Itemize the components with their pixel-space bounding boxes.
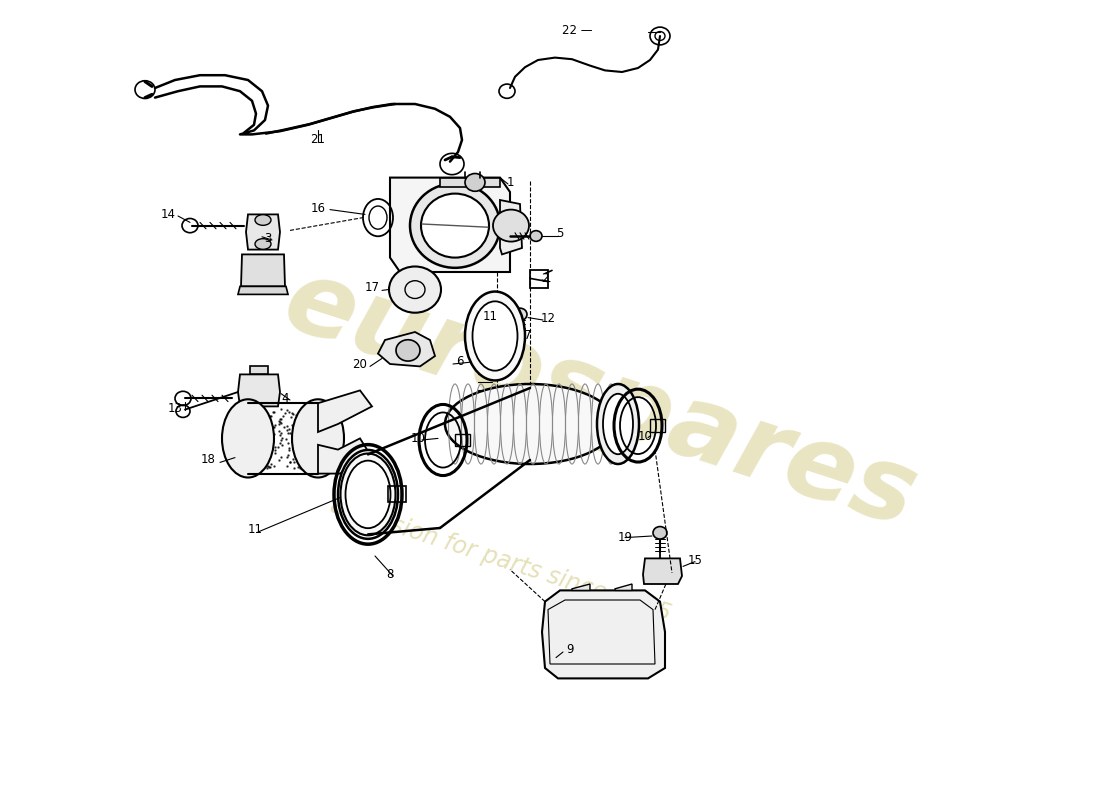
Circle shape: [493, 210, 529, 242]
Ellipse shape: [292, 399, 344, 478]
Ellipse shape: [338, 450, 398, 539]
Polygon shape: [318, 438, 370, 474]
Text: 2: 2: [541, 272, 549, 285]
Text: 4: 4: [282, 392, 288, 405]
Text: 10: 10: [410, 432, 426, 445]
Bar: [455, 434, 470, 446]
Text: 14: 14: [161, 208, 176, 221]
Text: 20: 20: [353, 358, 367, 370]
Ellipse shape: [603, 394, 632, 454]
Text: 11: 11: [248, 523, 263, 536]
Ellipse shape: [345, 461, 390, 528]
Polygon shape: [250, 366, 268, 374]
Circle shape: [465, 174, 485, 191]
Bar: [388, 486, 406, 502]
Text: eurospares: eurospares: [272, 250, 928, 550]
Polygon shape: [238, 286, 288, 294]
Circle shape: [389, 266, 441, 313]
Text: 15: 15: [688, 554, 703, 566]
Ellipse shape: [465, 291, 525, 381]
Text: 16: 16: [310, 202, 326, 214]
Ellipse shape: [446, 384, 615, 464]
Text: 13: 13: [167, 402, 183, 414]
Polygon shape: [318, 390, 372, 432]
Circle shape: [513, 308, 527, 321]
Text: 17: 17: [364, 282, 380, 294]
Polygon shape: [440, 178, 500, 187]
Polygon shape: [390, 178, 510, 272]
Text: 5: 5: [557, 227, 563, 240]
Polygon shape: [615, 584, 632, 590]
Text: 9: 9: [566, 643, 574, 656]
Polygon shape: [378, 332, 434, 366]
Circle shape: [488, 326, 508, 343]
Polygon shape: [500, 200, 522, 254]
Text: 12: 12: [540, 312, 556, 325]
Polygon shape: [241, 254, 285, 286]
Ellipse shape: [255, 214, 271, 226]
Text: a passion for parts since 1985: a passion for parts since 1985: [327, 494, 673, 626]
Text: 8: 8: [386, 568, 394, 581]
Polygon shape: [246, 214, 280, 250]
Circle shape: [653, 526, 667, 539]
Circle shape: [396, 340, 420, 361]
Ellipse shape: [597, 384, 639, 464]
Text: 6: 6: [456, 355, 464, 368]
Polygon shape: [238, 374, 280, 406]
Polygon shape: [644, 558, 682, 584]
Polygon shape: [572, 584, 590, 590]
Circle shape: [530, 230, 542, 242]
Ellipse shape: [255, 238, 271, 250]
Text: 3: 3: [264, 232, 272, 245]
Ellipse shape: [473, 302, 517, 370]
Polygon shape: [542, 590, 666, 678]
Text: 10: 10: [638, 430, 652, 442]
Text: 22 —: 22 —: [562, 24, 592, 37]
Ellipse shape: [410, 183, 500, 268]
Bar: [650, 419, 666, 432]
Ellipse shape: [421, 194, 490, 258]
Text: 7: 7: [525, 330, 531, 342]
Text: 19: 19: [617, 531, 632, 544]
Text: 1: 1: [506, 176, 514, 189]
Text: 11: 11: [483, 310, 497, 322]
Ellipse shape: [222, 399, 274, 478]
Text: 18: 18: [200, 454, 216, 466]
Text: 21: 21: [310, 134, 326, 146]
